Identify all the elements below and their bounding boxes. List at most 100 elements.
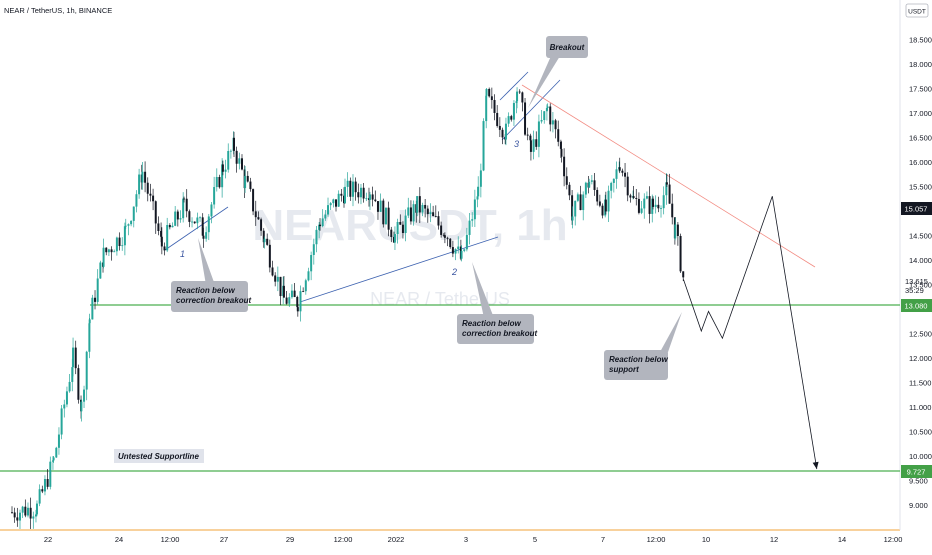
- candle: [196, 212, 199, 230]
- x-tick-label: 3: [464, 535, 468, 544]
- x-tick-label: 2022: [388, 535, 405, 544]
- candle: [682, 271, 685, 282]
- currency-badge[interactable]: [905, 3, 929, 18]
- y-tick-label: 16.500: [909, 133, 932, 142]
- candle: [235, 146, 238, 173]
- candle: [668, 173, 671, 204]
- candle: [213, 176, 216, 209]
- candle: [521, 91, 524, 112]
- trendline-correction-1[interactable]: [164, 206, 229, 251]
- candle: [596, 187, 599, 206]
- y-axis-ticks[interactable]: 18.500 18.000 17.500 17.000 16.500 16.000 15.5…: [909, 35, 932, 510]
- x-tick-label: 12:00: [884, 535, 903, 544]
- candle: [643, 193, 646, 219]
- candle: [451, 240, 454, 258]
- candle: [105, 247, 108, 256]
- candle: [346, 172, 349, 197]
- candle: [432, 205, 435, 217]
- candle: [26, 502, 29, 518]
- candle: [332, 198, 335, 208]
- candle: [551, 112, 554, 133]
- candle: [485, 87, 488, 98]
- candle: [244, 165, 247, 193]
- trendline-resistance[interactable]: [521, 84, 816, 268]
- callout-reaction-1[interactable]: Reaction below correction breakout: [171, 238, 251, 312]
- pattern-number-2: 2: [451, 267, 457, 277]
- candle: [16, 507, 19, 527]
- candle: [493, 94, 496, 121]
- support-upper-label: 13.080: [905, 302, 928, 311]
- candle: [449, 237, 452, 249]
- callout-reaction-2[interactable]: Reaction below correction breakout: [457, 262, 537, 344]
- symbol-title[interactable]: NEAR / TetherUS, 1h, BINANCE: [4, 6, 112, 15]
- candle: [152, 188, 155, 211]
- candle: [193, 221, 196, 224]
- candle: [387, 201, 390, 237]
- candle: [510, 114, 513, 122]
- candle: [285, 290, 288, 305]
- candle: [657, 196, 660, 213]
- candle: [171, 222, 174, 228]
- callout-breakout[interactable]: Breakout: [528, 36, 588, 108]
- x-axis-ticks[interactable]: 22 24 12:00 27 29 12:00 2022 3 5 7 12:00 10 12 14 12:0…: [44, 535, 903, 544]
- trendline-correction-2[interactable]: [299, 236, 499, 303]
- candle: [582, 191, 585, 221]
- candle: [604, 191, 607, 215]
- candle: [168, 223, 171, 230]
- candle: [468, 212, 471, 245]
- candle: [238, 152, 241, 170]
- candle: [18, 509, 21, 529]
- x-tick-label: 12:00: [334, 535, 353, 544]
- x-tick-label: 7: [601, 535, 605, 544]
- watermark-pair: NEAR / TetherUS: [370, 289, 510, 309]
- callout-reaction-3[interactable]: Reaction below support: [604, 312, 682, 380]
- candle: [11, 506, 13, 514]
- candle: [565, 167, 568, 190]
- candle: [660, 205, 663, 218]
- candle: [496, 105, 499, 128]
- candle: [310, 251, 313, 281]
- candle: [488, 87, 491, 98]
- candle: [543, 110, 546, 124]
- candle: [160, 227, 163, 255]
- candle: [271, 260, 274, 277]
- candle: [412, 200, 415, 226]
- y-tick-label: 14.000: [909, 256, 932, 265]
- candle: [477, 176, 480, 197]
- trendline-channel-bottom[interactable]: [501, 79, 561, 141]
- projection-path[interactable]: [683, 196, 818, 470]
- candle: [615, 161, 618, 189]
- callout-reaction-2-box: [457, 314, 534, 344]
- candle: [607, 185, 610, 223]
- untested-label[interactable]: Untested Supportline: [118, 452, 199, 461]
- trendline-channel-top[interactable]: [499, 71, 529, 101]
- candle: [676, 222, 679, 246]
- candle: [546, 103, 549, 110]
- callout-reaction-3-line2: support: [609, 365, 639, 374]
- currency-badge-label: USDT: [908, 9, 926, 16]
- candle: [46, 469, 49, 490]
- callout-reaction-1-pointer: [198, 238, 215, 285]
- candle: [460, 245, 463, 262]
- candle: [138, 168, 141, 199]
- candle: [43, 475, 46, 496]
- candle: [537, 114, 540, 158]
- candle: [96, 269, 99, 305]
- candle: [665, 174, 668, 188]
- candle: [146, 177, 149, 202]
- candle: [127, 223, 130, 236]
- y-tick-label: 16.000: [909, 158, 932, 167]
- candle: [512, 100, 515, 127]
- candle: [24, 499, 27, 518]
- candle: [440, 221, 443, 238]
- callout-breakout-box: [546, 36, 588, 58]
- candle: [77, 364, 80, 404]
- candle: [507, 112, 510, 127]
- x-tick-label: 12:00: [161, 535, 180, 544]
- candle: [72, 337, 75, 377]
- candle: [60, 404, 63, 440]
- candle: [107, 248, 110, 257]
- untested-label-box: [114, 449, 204, 463]
- candle: [191, 217, 194, 228]
